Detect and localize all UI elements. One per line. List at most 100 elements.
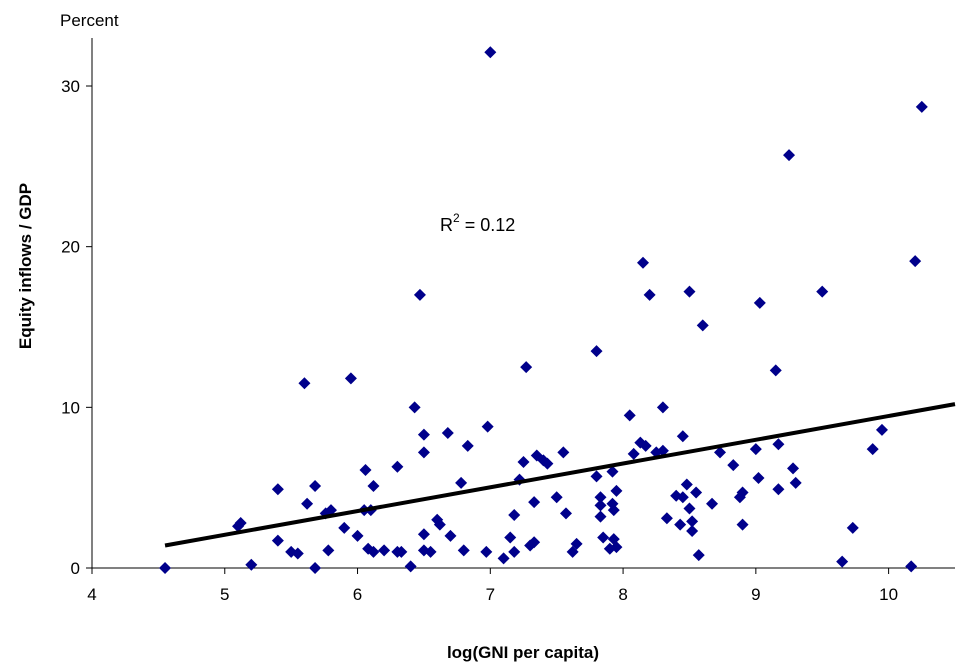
x-tick-label: 7 bbox=[486, 585, 495, 604]
data-point bbox=[713, 446, 726, 459]
data-point bbox=[627, 447, 640, 460]
data-point bbox=[639, 439, 652, 452]
data-point bbox=[752, 472, 765, 485]
data-point bbox=[772, 438, 785, 451]
data-point bbox=[656, 444, 669, 457]
data-point bbox=[351, 529, 364, 542]
data-point bbox=[528, 536, 541, 549]
data-point bbox=[607, 504, 620, 517]
x-axis: 4 5 6 7 8 9 10 bbox=[87, 567, 955, 604]
data-point bbox=[444, 529, 457, 542]
data-point bbox=[413, 288, 426, 301]
x-axis-title: log(GNI per capita) bbox=[447, 643, 599, 662]
data-point bbox=[610, 541, 623, 554]
trendline bbox=[164, 402, 956, 548]
data-point bbox=[541, 457, 554, 470]
data-point bbox=[424, 545, 437, 558]
data-point bbox=[680, 478, 693, 491]
data-point bbox=[461, 439, 474, 452]
data-point bbox=[417, 446, 430, 459]
data-point bbox=[753, 296, 766, 309]
data-point bbox=[749, 443, 762, 456]
data-point bbox=[594, 510, 607, 523]
data-point bbox=[606, 465, 619, 478]
data-point bbox=[159, 562, 172, 574]
data-point bbox=[660, 512, 673, 525]
data-point bbox=[378, 544, 391, 557]
data-point bbox=[322, 544, 335, 557]
data-point bbox=[866, 443, 879, 456]
data-point bbox=[736, 518, 749, 531]
x-tick-label: 8 bbox=[618, 585, 627, 604]
data-point bbox=[772, 483, 785, 496]
data-point bbox=[550, 491, 563, 504]
data-point bbox=[504, 531, 517, 544]
data-point bbox=[594, 499, 607, 512]
data-point bbox=[683, 285, 696, 298]
data-point bbox=[905, 560, 918, 573]
data-point bbox=[590, 470, 603, 483]
data-point bbox=[520, 361, 533, 374]
data-point bbox=[594, 491, 607, 504]
y-tick-label: 10 bbox=[61, 398, 80, 417]
data-point bbox=[367, 480, 380, 493]
data-point bbox=[789, 476, 802, 489]
data-point bbox=[417, 428, 430, 441]
data-point bbox=[441, 427, 454, 440]
data-point bbox=[570, 537, 583, 550]
data-point bbox=[915, 100, 928, 113]
data-point bbox=[559, 507, 572, 520]
data-point bbox=[676, 491, 689, 504]
data-point bbox=[727, 459, 740, 472]
data-point bbox=[674, 518, 687, 531]
r2-value: = 0.12 bbox=[460, 215, 516, 235]
data-point bbox=[309, 480, 322, 493]
data-point bbox=[457, 544, 470, 557]
data-point bbox=[404, 560, 417, 573]
data-point bbox=[696, 319, 709, 332]
data-point bbox=[455, 476, 468, 489]
data-point bbox=[391, 460, 404, 473]
y-tick-label: 30 bbox=[61, 77, 80, 96]
data-point bbox=[344, 372, 357, 385]
data-point bbox=[643, 288, 656, 301]
data-point bbox=[291, 547, 304, 560]
data-point bbox=[309, 562, 322, 574]
data-point bbox=[271, 483, 284, 496]
data-point bbox=[408, 401, 421, 414]
data-point bbox=[324, 504, 337, 517]
data-point bbox=[497, 552, 510, 565]
y-tick-label: 20 bbox=[61, 238, 80, 257]
data-point bbox=[875, 423, 888, 436]
y-unit-label: Percent bbox=[60, 11, 119, 30]
data-point bbox=[557, 446, 570, 459]
data-point bbox=[508, 545, 521, 558]
data-point bbox=[597, 531, 610, 544]
r2-base: R bbox=[440, 215, 453, 235]
data-point bbox=[683, 502, 696, 515]
data-point bbox=[686, 515, 699, 528]
data-point bbox=[508, 508, 521, 521]
data-point bbox=[656, 401, 669, 414]
data-point bbox=[271, 534, 284, 547]
data-point bbox=[301, 497, 314, 510]
x-tick-label: 5 bbox=[220, 585, 229, 604]
data-point bbox=[686, 525, 699, 538]
data-point bbox=[367, 545, 380, 558]
data-point bbox=[395, 545, 408, 558]
data-point bbox=[816, 285, 829, 298]
x-tick-label: 9 bbox=[751, 585, 760, 604]
data-point bbox=[623, 409, 636, 422]
data-point bbox=[636, 256, 649, 269]
r2-annotation: R2 = 0.12 bbox=[440, 211, 515, 235]
data-point bbox=[566, 545, 579, 558]
data-point bbox=[676, 430, 689, 443]
y-axis: 0 10 20 30 bbox=[61, 38, 93, 578]
data-point bbox=[692, 549, 705, 562]
data-point bbox=[706, 497, 719, 510]
data-point bbox=[736, 486, 749, 499]
data-point bbox=[909, 255, 922, 268]
x-tick-label: 6 bbox=[353, 585, 362, 604]
y-tick-label: 0 bbox=[71, 559, 80, 578]
y-axis-title: Equity inflows / GDP bbox=[16, 183, 35, 349]
